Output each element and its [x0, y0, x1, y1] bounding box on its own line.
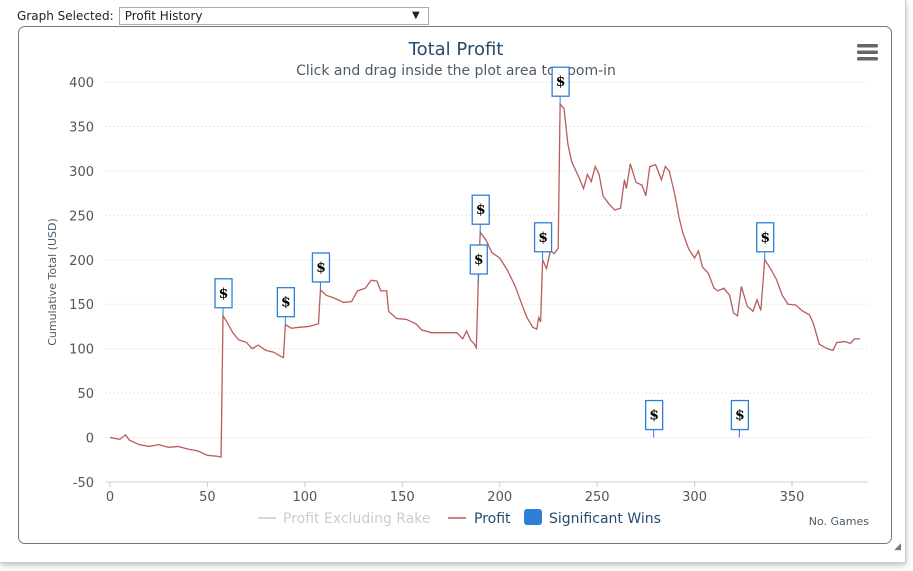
marker-box [471, 194, 490, 225]
x-tick-label: 200 [487, 490, 512, 505]
marker-box [756, 222, 775, 253]
dollar-icon: $ [538, 230, 548, 246]
marker-box [533, 222, 553, 253]
x-tick-label: 300 [682, 490, 707, 505]
dollar-icon: $ [735, 408, 745, 424]
dollar-icon: $ [476, 202, 486, 218]
y-tick-label: 0 [86, 432, 94, 447]
legend-label: Significant Wins [549, 511, 661, 527]
dollar-icon: $ [649, 408, 659, 424]
x-tick-label: 50 [199, 490, 216, 505]
dollar-icon: $ [219, 286, 229, 302]
page-panel: Graph Selected: Profit History ▼ Total P… [0, 0, 906, 563]
x-tick-label: 100 [292, 490, 317, 505]
chart-container[interactable] [18, 26, 892, 544]
marker-box [551, 66, 570, 97]
legend-item-significant-wins[interactable]: Significant Wins [524, 509, 661, 527]
y-tick-label: 350 [69, 120, 94, 135]
significant-win-marker[interactable]: $ [551, 66, 570, 105]
legend-item-profit[interactable]: Profit [448, 511, 511, 527]
legend-label: Profit [474, 511, 511, 527]
marker-box [214, 278, 233, 309]
significant-win-marker[interactable]: $ [469, 244, 488, 282]
graph-selector-value: Profit History [124, 9, 203, 23]
significant-win-marker[interactable]: $ [471, 194, 490, 233]
significant-win-marker[interactable]: $ [645, 399, 664, 438]
profit-line [109, 102, 861, 458]
significant-win-marker[interactable]: $ [276, 287, 296, 325]
x-tick-label: 250 [585, 490, 610, 505]
legend: Profit Excluding Rake Profit Significant… [258, 509, 661, 527]
significant-win-marker[interactable]: $ [730, 399, 750, 438]
x-axis-label: No. Games [809, 515, 870, 528]
y-tick-label: 400 [69, 76, 94, 91]
dropdown-arrow-icon: ▼ [411, 10, 420, 21]
x-tick-label: 350 [780, 490, 805, 505]
chart-subtitle: Click and drag inside the plot area to z… [296, 63, 616, 79]
marker-box [730, 399, 750, 431]
marker-box [469, 244, 488, 275]
significant-win-marker[interactable]: $ [214, 278, 233, 316]
x-tick-label: 0 [106, 490, 114, 505]
y-tick-label: 250 [69, 209, 94, 224]
marker-box [311, 252, 331, 283]
resize-handle-icon[interactable]: ◢ [894, 542, 901, 552]
dollar-icon: $ [474, 252, 484, 268]
marker-box [276, 287, 296, 318]
dollar-icon: $ [281, 295, 291, 311]
graph-selector-dropdown[interactable]: Profit History ▼ [118, 7, 429, 25]
x-tick-label: 150 [390, 490, 415, 505]
significant-win-marker[interactable]: $ [756, 222, 775, 260]
y-tick-label: 200 [69, 254, 94, 269]
marker-box [645, 399, 664, 431]
significant-win-marker[interactable]: $ [311, 252, 331, 290]
dollar-icon: $ [760, 230, 770, 246]
chart-title: Total Profit [408, 39, 504, 60]
legend-symbol [524, 509, 542, 525]
y-tick-label: -50 [73, 476, 94, 491]
y-tick-label: 150 [69, 298, 94, 313]
menu-hamburger-icon[interactable] [857, 44, 878, 61]
legend-item-profit-excluding-rake[interactable]: Profit Excluding Rake [258, 511, 431, 527]
dollar-icon: $ [556, 74, 566, 90]
legend-label: Profit Excluding Rake [283, 511, 431, 527]
y-tick-label: 100 [69, 343, 94, 358]
y-tick-label: 50 [77, 387, 94, 402]
dollar-icon: $ [316, 260, 326, 276]
y-axis-label: Cumulative Total (USD) [46, 218, 59, 346]
y-tick-label: 300 [69, 165, 94, 180]
graph-selector-row: Graph Selected: Profit History ▼ [17, 7, 429, 25]
significant-win-marker[interactable]: $ [533, 222, 553, 260]
graph-selector-label: Graph Selected: [17, 9, 114, 23]
